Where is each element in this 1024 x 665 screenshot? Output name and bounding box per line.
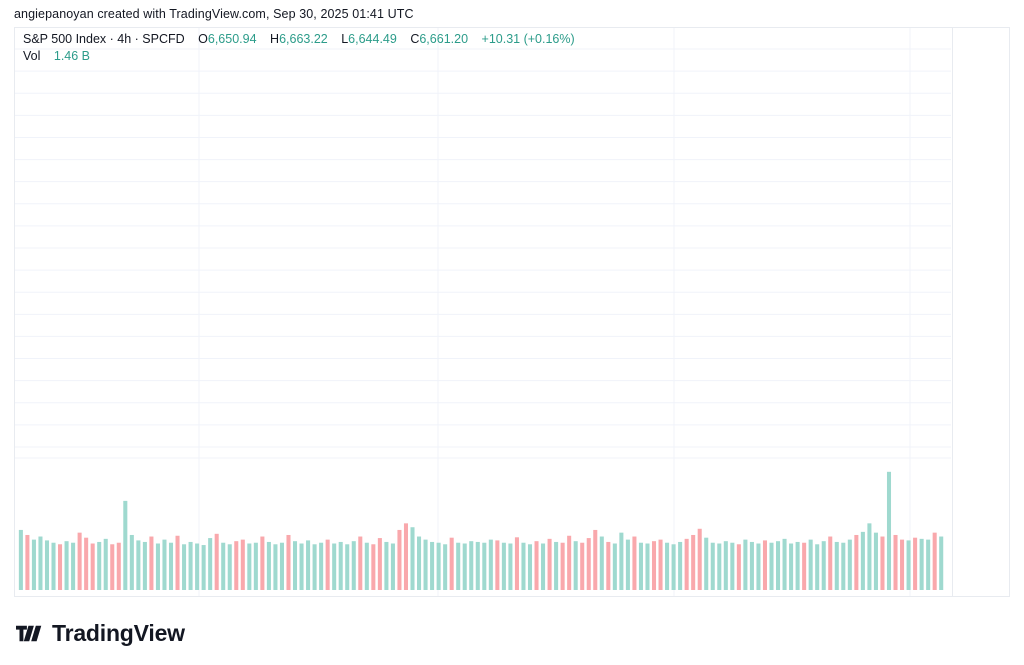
plot-area[interactable]	[15, 28, 951, 596]
chart-frame[interactable]: S&P 500 Index · 4h · SPCFD O6,650.94 H6,…	[14, 27, 1010, 597]
tradingview-brand-text: TradingView	[52, 620, 185, 646]
candlestick-series	[18, 471, 944, 590]
tradingview-footer: TradingView	[16, 620, 185, 647]
grid-layer	[15, 28, 951, 596]
price-line-overlay	[15, 28, 951, 596]
tradingview-logo-icon	[16, 625, 42, 642]
time-axis[interactable]	[15, 596, 1010, 597]
attribution-text: angiepanoyan created with TradingView.co…	[14, 7, 414, 21]
price-axis[interactable]	[952, 28, 1009, 596]
